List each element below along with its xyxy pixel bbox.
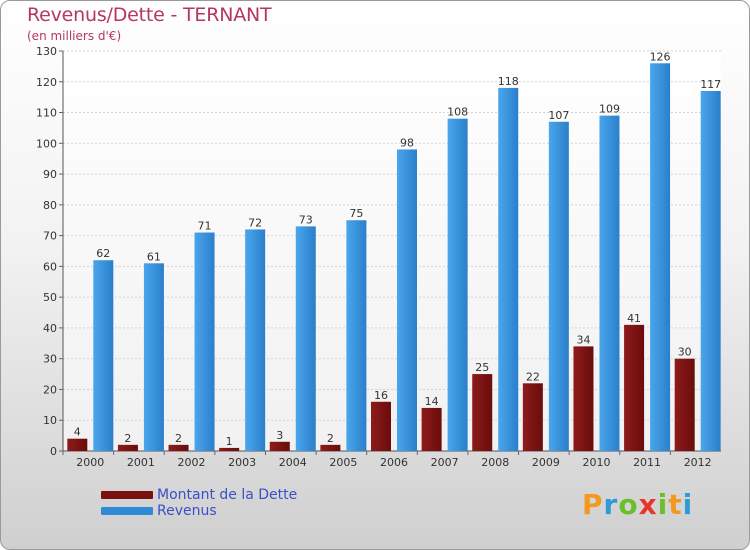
data-label-revenus: 72: [248, 216, 262, 229]
data-label-dette: 16: [374, 389, 388, 402]
data-label-dette: 1: [226, 435, 233, 448]
x-tick-label: 2003: [228, 456, 256, 469]
data-label-revenus: 109: [599, 103, 620, 116]
bar-dette: [421, 407, 442, 451]
y-tick-label: 40: [43, 322, 57, 335]
data-label-revenus: 98: [400, 136, 414, 149]
x-tick-label: 2012: [684, 456, 712, 469]
data-label-dette: 4: [74, 426, 81, 439]
y-tick-label: 0: [50, 445, 57, 458]
bar-dette: [269, 441, 290, 451]
bar-dette: [320, 444, 341, 451]
x-tick-label: 2005: [329, 456, 357, 469]
y-tick-label: 90: [43, 168, 57, 181]
logo-letter: P: [582, 488, 604, 521]
x-tick-label: 2008: [481, 456, 509, 469]
data-label-revenus: 126: [650, 50, 671, 63]
x-tick-label: 2011: [633, 456, 661, 469]
legend-swatch-revenus: [101, 507, 153, 515]
data-label-revenus: 75: [349, 207, 363, 220]
bar-revenus: [346, 220, 367, 451]
y-tick-label: 70: [43, 230, 57, 243]
data-label-dette: 14: [425, 395, 439, 408]
data-label-revenus: 107: [548, 109, 569, 122]
data-label-revenus: 108: [447, 106, 468, 119]
logo-letter: i: [657, 488, 669, 521]
y-tick-label: 10: [43, 414, 57, 427]
y-tick-label: 120: [36, 76, 57, 89]
x-tick-label: 2009: [532, 456, 560, 469]
x-tick-label: 2004: [279, 456, 307, 469]
logo-letter: o: [618, 488, 639, 521]
data-label-revenus: 62: [96, 247, 110, 260]
y-tick-label: 30: [43, 353, 57, 366]
x-tick-label: 2006: [380, 456, 408, 469]
y-tick-label: 60: [43, 260, 57, 273]
proxiti-logo: Proxiti: [582, 488, 693, 521]
data-label-revenus: 117: [700, 78, 721, 91]
bar-revenus: [295, 226, 316, 451]
bar-revenus: [143, 263, 164, 451]
legend-label-dette: Montant de la Dette: [157, 487, 298, 503]
data-label-dette: 22: [526, 370, 540, 383]
bar-dette: [168, 444, 189, 451]
chart-title: Revenus/Dette - TERNANT: [27, 4, 272, 26]
logo-letter: x: [638, 488, 658, 521]
legend-label-revenus: Revenus: [157, 503, 217, 519]
bar-revenus: [498, 87, 519, 451]
data-label-dette: 2: [124, 432, 131, 445]
x-tick-label: 2001: [127, 456, 155, 469]
bar-dette: [573, 346, 594, 451]
data-label-dette: 2: [327, 432, 334, 445]
logo-letter: t: [668, 488, 683, 521]
bar-revenus: [650, 63, 671, 452]
logo-letter: i: [682, 488, 694, 521]
logo-letter: r: [603, 488, 619, 521]
y-tick-label: 130: [36, 45, 57, 58]
data-label-revenus: 73: [299, 213, 313, 226]
bar-dette: [219, 447, 240, 451]
data-label-dette: 41: [627, 312, 641, 325]
legend-swatch-dette: [101, 491, 153, 499]
y-tick-label: 20: [43, 383, 57, 396]
bar-revenus: [194, 232, 215, 451]
bar-dette: [117, 444, 138, 451]
data-label-dette: 25: [475, 361, 489, 374]
bar-revenus: [93, 260, 114, 451]
y-tick-label: 50: [43, 291, 57, 304]
bar-dette: [371, 401, 391, 451]
x-tick-label: 2010: [582, 456, 610, 469]
data-label-revenus: 61: [147, 250, 161, 263]
data-label-dette: 3: [276, 429, 283, 442]
bar-revenus: [397, 149, 417, 451]
data-label-dette: 30: [678, 346, 692, 359]
y-tick-label: 100: [36, 137, 57, 150]
bar-dette: [522, 383, 543, 451]
data-label-revenus: 71: [198, 220, 212, 233]
x-tick-label: 2002: [178, 456, 206, 469]
x-tick-label: 2000: [76, 456, 104, 469]
bar-dette: [624, 324, 645, 451]
bar-revenus: [599, 115, 620, 451]
bar-revenus: [700, 91, 721, 451]
bar-dette: [67, 438, 88, 451]
bar-dette: [674, 358, 695, 451]
bar-revenus: [447, 118, 468, 451]
y-tick-label: 110: [36, 107, 57, 120]
data-label-revenus: 118: [498, 75, 519, 88]
data-label-dette: 2: [175, 432, 182, 445]
y-tick-label: 80: [43, 199, 57, 212]
x-tick-label: 2007: [431, 456, 459, 469]
bar-dette: [472, 374, 493, 451]
bar-revenus: [548, 121, 569, 452]
chart-subtitle: (en milliers d'€): [27, 29, 122, 43]
data-label-dette: 34: [576, 333, 590, 346]
bar-revenus: [245, 229, 266, 451]
